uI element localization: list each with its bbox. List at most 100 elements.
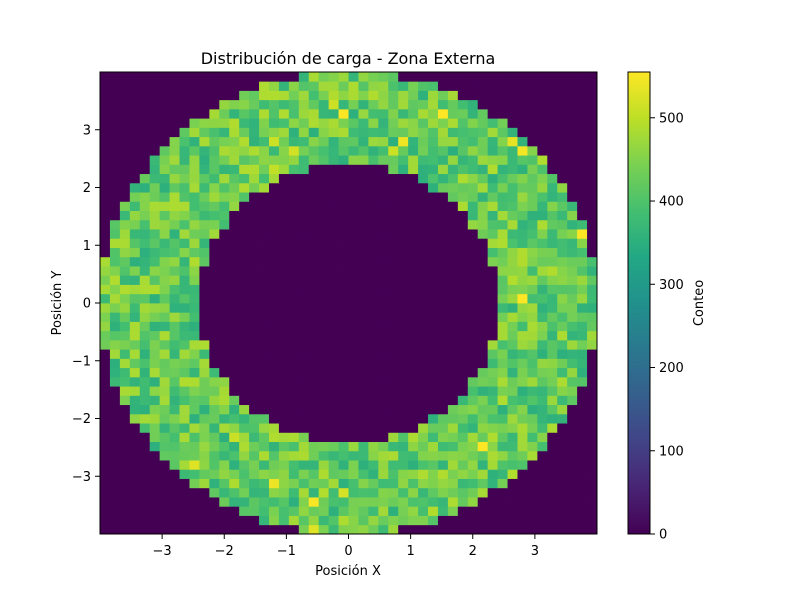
heatmap-cell — [139, 515, 151, 526]
heatmap-cell — [169, 164, 180, 175]
heatmap-cell — [378, 460, 389, 470]
heatmap-cell — [447, 173, 459, 184]
heatmap-cell — [338, 303, 349, 313]
heatmap-cell — [437, 99, 449, 110]
heatmap-cell — [477, 506, 489, 516]
heatmap-cell — [308, 201, 320, 211]
heatmap-cell — [268, 238, 280, 248]
heatmap-cell — [149, 441, 161, 452]
heatmap-cell — [517, 99, 528, 110]
heatmap-cell — [199, 386, 210, 396]
heatmap-cell — [278, 423, 290, 433]
heatmap-cell — [428, 395, 439, 406]
heatmap-cell — [567, 275, 578, 285]
heatmap-cell — [428, 247, 439, 258]
heatmap-cell — [219, 201, 230, 211]
heatmap-cell — [109, 524, 121, 535]
heatmap-cell — [467, 275, 479, 285]
heatmap-cell — [109, 460, 121, 470]
heatmap-cell — [169, 173, 180, 184]
heatmap-cell — [378, 321, 389, 332]
heatmap-cell — [259, 210, 270, 221]
heatmap-cell — [368, 238, 379, 248]
heatmap-cell — [318, 256, 330, 267]
heatmap-cell — [418, 247, 429, 258]
heatmap-cell — [378, 81, 389, 91]
heatmap-cell — [418, 192, 429, 202]
heatmap-cell — [398, 164, 409, 175]
heatmap-cell — [259, 339, 270, 350]
heatmap-cell — [577, 478, 588, 489]
heatmap-cell — [567, 145, 578, 156]
heatmap-cell — [259, 99, 270, 110]
heatmap-cell — [249, 524, 260, 535]
heatmap-cell — [398, 441, 409, 452]
heatmap-cell — [457, 376, 469, 387]
heatmap-cell — [209, 404, 220, 415]
heatmap-cell — [298, 524, 310, 535]
heatmap-cell — [437, 118, 449, 128]
heatmap-cell — [428, 118, 439, 128]
heatmap-cell — [259, 145, 270, 156]
heatmap-cell — [537, 275, 548, 285]
heatmap-cell — [557, 247, 568, 258]
heatmap-cell — [109, 293, 121, 304]
heatmap-cell — [179, 478, 190, 489]
heatmap-cell — [428, 99, 439, 110]
heatmap-cell — [557, 219, 568, 230]
heatmap-cell — [308, 404, 320, 415]
heatmap-cell — [169, 256, 180, 267]
heatmap-cell — [557, 506, 568, 516]
heatmap-cell — [358, 515, 369, 526]
heatmap-cell — [338, 330, 349, 341]
heatmap-cell — [388, 127, 399, 138]
heatmap-cell — [288, 515, 300, 526]
heatmap-cell — [388, 367, 399, 378]
heatmap-cell — [149, 321, 161, 332]
heatmap-cell — [139, 330, 151, 341]
heatmap-cell — [507, 441, 518, 452]
heatmap-cell — [239, 349, 250, 359]
heatmap-cell — [467, 339, 479, 350]
heatmap-cell — [149, 460, 161, 470]
heatmap-cell — [149, 432, 161, 442]
heatmap-cell — [209, 210, 220, 221]
heatmap-cell — [507, 413, 518, 424]
heatmap-cell — [497, 404, 508, 415]
heatmap-cell — [249, 99, 260, 110]
heatmap-cell — [229, 506, 240, 516]
heatmap-cell — [517, 321, 528, 332]
heatmap-cell — [517, 515, 528, 526]
heatmap-cell — [428, 108, 439, 119]
heatmap-cell — [358, 72, 369, 82]
heatmap-cell — [278, 145, 290, 156]
heatmap-cell — [338, 247, 349, 258]
heatmap-cell — [517, 506, 528, 516]
heatmap-cell — [298, 155, 310, 165]
heatmap-cell — [338, 238, 349, 248]
heatmap-cell — [308, 432, 320, 442]
heatmap-cell — [517, 173, 528, 184]
heatmap-cell — [467, 413, 479, 424]
heatmap-cell — [358, 506, 369, 516]
heatmap-cell — [388, 515, 399, 526]
heatmap-cell — [447, 247, 459, 258]
heatmap-cell — [169, 201, 180, 211]
heatmap-cell — [477, 127, 489, 138]
heatmap-cell — [428, 321, 439, 332]
heatmap-cell — [259, 293, 270, 304]
heatmap-cell — [587, 182, 598, 193]
heatmap-cell — [179, 219, 190, 230]
heatmap-cell — [219, 441, 230, 452]
heatmap-cell — [278, 136, 290, 147]
heatmap-cell — [457, 275, 469, 285]
heatmap-cell — [418, 284, 429, 295]
heatmap-cell — [129, 201, 141, 211]
heatmap-cell — [298, 229, 310, 239]
heatmap-cell — [587, 145, 598, 156]
heatmap-cell — [159, 72, 170, 82]
heatmap-cell — [388, 219, 399, 230]
heatmap-cell — [149, 210, 161, 221]
heatmap-cell — [239, 432, 250, 442]
